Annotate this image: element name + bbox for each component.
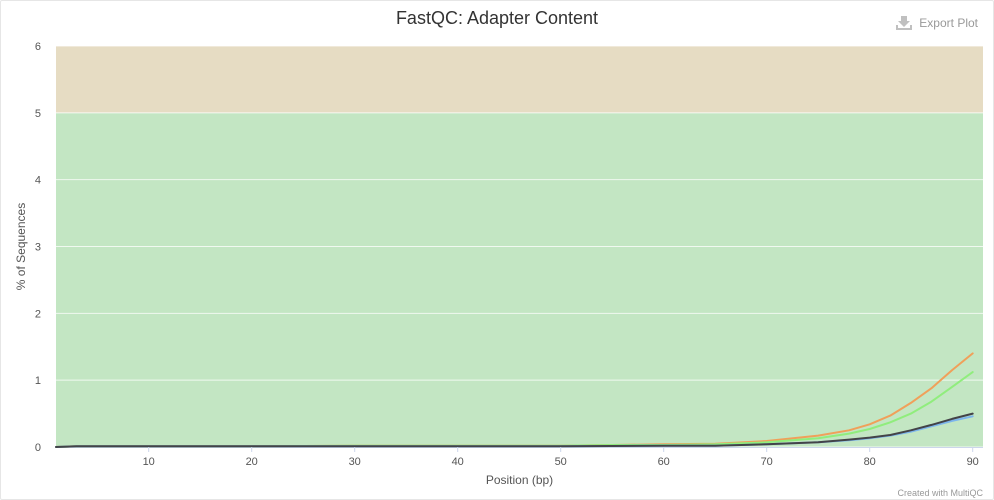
y-tick-label-0: 0 xyxy=(35,442,41,454)
y-axis-ticks: 0 1 2 3 4 5 6 xyxy=(35,41,41,454)
x-tick-label-50: 50 xyxy=(555,456,567,468)
plot-bands xyxy=(56,46,983,447)
x-tick-label-60: 60 xyxy=(658,456,670,468)
y-tick-label-4: 4 xyxy=(35,175,41,187)
x-tick-label-20: 20 xyxy=(246,456,258,468)
y-tick-label-6: 6 xyxy=(35,41,41,53)
series-line-4 xyxy=(55,412,974,448)
x-tick-label-80: 80 xyxy=(864,456,876,468)
plot-series xyxy=(55,352,974,448)
y-tick-label-1: 1 xyxy=(35,375,41,387)
export-plot-button[interactable]: Export Plot xyxy=(895,15,978,31)
x-axis-ticks: 10 20 30 40 50 60 70 80 90 xyxy=(143,447,979,468)
export-plot-label: Export Plot xyxy=(919,16,978,30)
download-icon xyxy=(895,15,913,31)
y-axis-title: % of Sequences xyxy=(14,203,28,290)
x-tick-label-90: 90 xyxy=(967,456,979,468)
chart-title: FastQC: Adapter Content xyxy=(395,8,599,28)
plot-band-1 xyxy=(56,46,983,113)
x-axis-title: Position (bp) xyxy=(486,473,553,487)
x-tick-label-40: 40 xyxy=(452,456,464,468)
credit-link[interactable]: Created with MultiQC xyxy=(897,488,983,498)
plot-band-0 xyxy=(56,112,983,447)
x-tick-label-70: 70 xyxy=(761,456,773,468)
x-tick-label-30: 30 xyxy=(349,456,361,468)
y-tick-label-2: 2 xyxy=(35,308,41,320)
y-tick-label-3: 3 xyxy=(35,242,41,254)
y-tick-label-5: 5 xyxy=(35,108,41,120)
x-tick-label-10: 10 xyxy=(143,456,155,468)
